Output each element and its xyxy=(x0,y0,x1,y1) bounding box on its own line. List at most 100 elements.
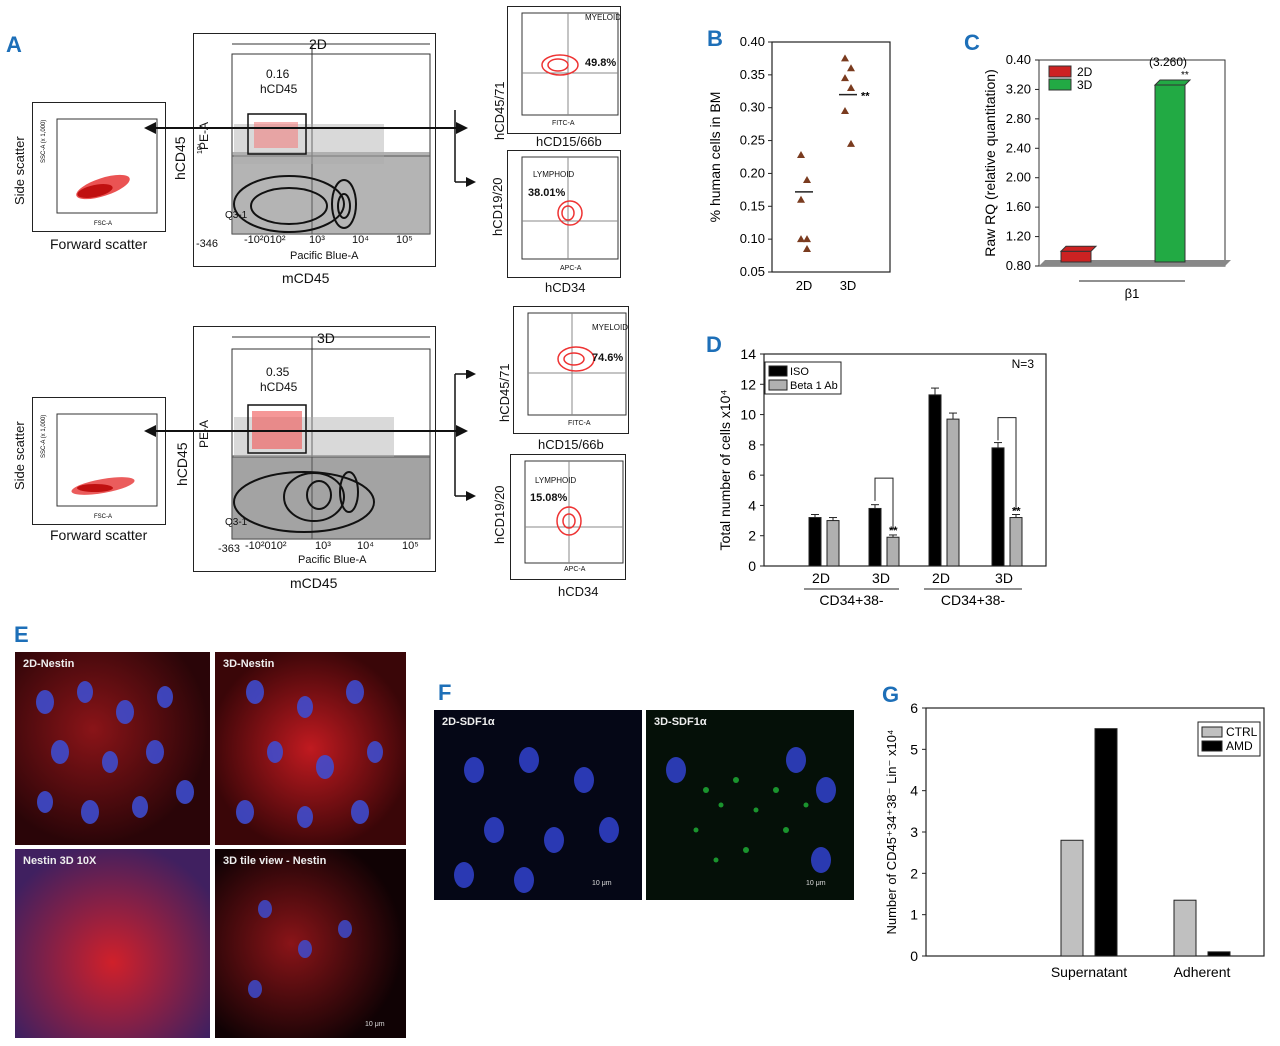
gate-value-2d: 0.16 xyxy=(266,67,290,81)
forward-scatter-label-3d: Forward scatter xyxy=(50,527,148,543)
lymphoid-x-label-3d: hCD34 xyxy=(558,584,599,599)
data-point-b xyxy=(847,84,855,91)
micrograph-label-3d-tile-view: 3D tile view - Nestin xyxy=(223,855,327,867)
lymphoid-contour-2d xyxy=(521,156,619,260)
lymphoid-label-3d: LYMPHOID xyxy=(535,476,577,485)
lymphoid-contour-3d xyxy=(524,460,624,564)
scale-bar-label-f2: 10 μm xyxy=(806,880,826,887)
myeloid-plot-3d xyxy=(513,306,629,434)
lymphoid-xaxis-3d: APC-A xyxy=(564,566,586,573)
myeloid-y-label-3d: hCD45/71 xyxy=(497,363,512,422)
y-tick-label-d: 8 xyxy=(748,437,756,453)
svg-text:FSC-A: FSC-A xyxy=(94,514,112,520)
legend-label-d: Beta 1 Ab xyxy=(790,380,838,392)
lymphoid-value-3d: 15.08% xyxy=(530,492,568,504)
pacific-blue-axis-3d: Pacific Blue-A xyxy=(298,554,367,566)
x-tick-label-g: Supernatant xyxy=(1051,964,1127,980)
x-tick-2-3d: 10³ xyxy=(315,540,331,552)
micrograph-3d-sdf1a-cells xyxy=(666,747,836,873)
x-tick-label-g: Adherent xyxy=(1174,964,1231,980)
y-tick-label-g: 3 xyxy=(910,824,918,840)
scale-bar-label-f1: 10 μm xyxy=(592,880,612,887)
micrograph-label-2d-nestin: 2D-Nestin xyxy=(23,658,75,670)
gate-label-2d: hCD45 xyxy=(260,82,298,96)
micrograph-3d-tile-view-nestin: 3D tile view - Nestin 10 μm xyxy=(215,849,406,1038)
myeloid-x-label-3d: hCD15/66b xyxy=(538,437,604,452)
chart-b: 0.05 0.10 0.15 0.20 0.25 0.30 0.35 0.40 2D 3D ** % … xyxy=(707,34,891,293)
data-point-b xyxy=(803,235,811,243)
q-label-3d: Q3-1 xyxy=(225,517,248,528)
y-axis-label-c: Raw RQ (relative quantitation) xyxy=(982,69,998,257)
y-tick-label-g: 1 xyxy=(910,907,918,923)
data-point-b xyxy=(847,64,855,72)
lymphoid-x-label-2d: hCD34 xyxy=(545,280,586,295)
lymphoid-xaxis-2d: APC-A xyxy=(560,265,582,272)
data-point-b xyxy=(841,74,849,82)
data-point-b xyxy=(803,176,811,183)
gate-value-3d: 0.35 xyxy=(266,365,290,379)
legend-swatch-g xyxy=(1201,740,1223,752)
data-point-b xyxy=(841,54,849,62)
bar-c-2D xyxy=(1060,250,1092,263)
chart-d: 0 2 4 6 8 10 12 14 ** ** 2D 3D 2D 3D CD34+38- CD34+38- I… xyxy=(717,346,1047,608)
myeloid-label-2d: MYELOID xyxy=(585,13,622,22)
x-tick-1-2d: -10²010² xyxy=(244,234,286,246)
bar-g-CTRL xyxy=(1173,899,1197,957)
y-tick-label-d: 12 xyxy=(740,376,756,392)
x-tick-0-2d: -346 xyxy=(196,238,219,250)
q-label-2d: Q3-1 xyxy=(225,210,248,221)
y-tick-label-c: 2.00 xyxy=(1006,170,1031,185)
mcd45-axis-3d: mCD45 xyxy=(290,575,338,591)
y-tick-label-b: 0.10 xyxy=(740,231,765,246)
plot-title-2d: 2D xyxy=(309,36,327,52)
panel-letter-d: D xyxy=(706,332,722,357)
x-tick-4-3d: 10⁵ xyxy=(402,540,419,552)
y-tick-label-b: 0.15 xyxy=(740,198,765,213)
legend-swatch-c xyxy=(1048,65,1072,78)
panel-letter-g: G xyxy=(882,682,900,707)
y-tick-label-d: 14 xyxy=(740,346,756,362)
data-point-b xyxy=(841,107,849,114)
lymphoid-y-label-3d: hCD19/20 xyxy=(492,485,507,544)
forward-scatter-plot-3d: SSC-A (x 1,000) FSC-A xyxy=(32,397,166,525)
bar-g-CTRL xyxy=(1060,839,1084,957)
micrograph-label-nestin-3d-10x: Nestin 3D 10X xyxy=(23,855,97,867)
myeloid-value-2d: 49.8% xyxy=(585,57,617,69)
svg-text:FSC-A: FSC-A xyxy=(94,221,112,227)
svg-text:SSC-A (x 1,000): SSC-A (x 1,000) xyxy=(41,120,47,163)
y-tick-label-c: 2.80 xyxy=(1006,111,1031,126)
panel-letter-b: B xyxy=(707,26,723,51)
significance-d: ** xyxy=(1012,506,1021,518)
significance-bracket-d xyxy=(997,417,1017,510)
myeloid-x-label-2d: hCD15/66b xyxy=(536,134,602,149)
y-tick-label-d: 10 xyxy=(740,407,756,423)
y-tick-label-g: 6 xyxy=(910,700,918,716)
bar-d-Beta 1 Ab xyxy=(826,520,840,567)
micrograph-2d-sdf1a-cells xyxy=(454,747,619,893)
y-tick-label-d: 4 xyxy=(748,497,756,513)
bar-d-Beta 1 Ab xyxy=(946,418,960,567)
myeloid-xaxis-2d: FITC-A xyxy=(552,120,575,127)
y-tick-label-c: 3.20 xyxy=(1006,81,1031,96)
significance-b: ** xyxy=(861,91,870,103)
myeloid-label-3d: MYELOID xyxy=(592,323,629,332)
fsc-ssc-dotplot-3d: SSC-A (x 1,000) FSC-A xyxy=(41,413,158,520)
x-tick-3-3d: 10⁴ xyxy=(357,540,374,552)
scale-bar-label-e: 10 μm xyxy=(365,1021,385,1028)
x-tick-label-d: 3D xyxy=(995,570,1013,586)
y-tick-label-d: 6 xyxy=(748,467,756,483)
y-tick-label-g: 2 xyxy=(910,865,918,881)
y-tick-label-b: 0.40 xyxy=(740,34,765,49)
myeloid-contour-2d xyxy=(521,12,619,116)
data-point-b xyxy=(797,151,805,159)
lymphoid-plot-3d xyxy=(510,454,626,580)
micrograph-3d-nestin-cells xyxy=(236,680,383,828)
myeloid-plot-2d xyxy=(507,6,621,134)
x-tick-label-b: 3D xyxy=(840,278,857,293)
pacific-blue-axis-2d: Pacific Blue-A xyxy=(290,250,359,262)
x-tick-4-2d: 10⁵ xyxy=(396,234,413,246)
legend-label-g: CTRL xyxy=(1226,725,1258,739)
svg-text:10⁴: 10⁴ xyxy=(197,143,204,154)
forward-scatter-plot-2d: SSC-A (x 1,000) FSC-A xyxy=(32,102,166,232)
myeloid-y-label-2d: hCD45/71 xyxy=(492,81,507,140)
